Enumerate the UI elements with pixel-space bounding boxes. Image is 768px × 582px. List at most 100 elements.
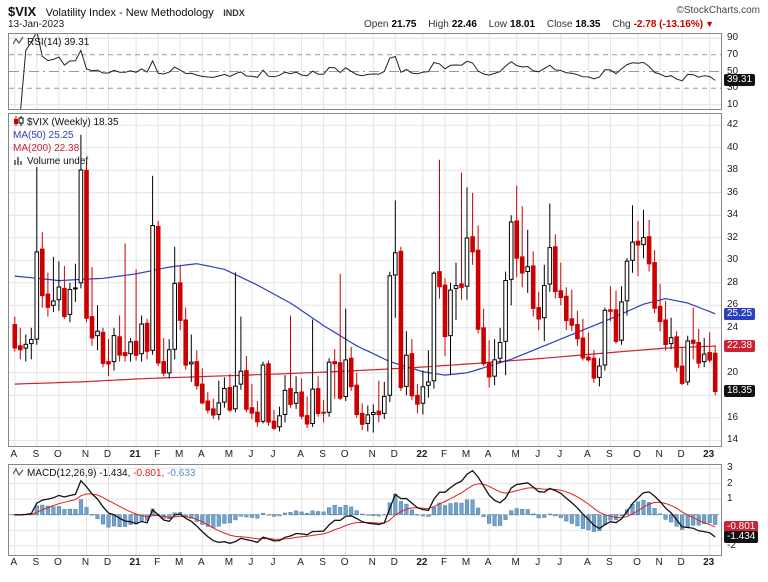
- axis-badge: 39.31: [724, 74, 756, 87]
- x-axis-tick: F: [154, 449, 161, 460]
- x-axis-tick: N: [368, 557, 376, 568]
- x-axis-tick: O: [340, 449, 349, 460]
- axis-label: 50: [727, 65, 739, 77]
- x-axis-tick: S: [319, 557, 326, 568]
- x-axis-tick: 23: [703, 557, 715, 568]
- macd-plot: [9, 465, 721, 555]
- axis-label: -2: [727, 539, 736, 551]
- axis-label: 42: [727, 119, 739, 131]
- symbol-name: Volatility Index - New Methodology: [45, 7, 214, 19]
- axis-badge: 18.35: [724, 385, 756, 398]
- ma50-legend-row: MA(50) 25.25: [13, 129, 119, 142]
- volume-bars-icon: [13, 155, 24, 169]
- rsi-plot: [9, 34, 721, 109]
- axis-label: 30: [727, 254, 739, 266]
- axis-label: 70: [727, 48, 739, 60]
- axis-label: 1: [727, 493, 733, 505]
- x-axis-tick: 23: [703, 449, 715, 460]
- price-legend: $VIX (Weekly) 18.35 MA(50) 25.25 MA(200)…: [13, 116, 119, 168]
- x-axis-tick: F: [154, 557, 161, 568]
- x-axis-tick: N: [81, 557, 90, 568]
- x-axis-tick: A: [484, 449, 492, 460]
- x-axis-tick: J: [270, 449, 276, 460]
- high-value: 22.46: [451, 19, 477, 30]
- x-axis-tick: J: [535, 449, 541, 460]
- axis-badge: 22.38: [724, 340, 756, 353]
- x-axis-tick: N: [368, 449, 376, 460]
- symbol-legend-label: $VIX (Weekly) 18.35: [27, 117, 119, 128]
- x-axis-tick: S: [606, 557, 613, 568]
- x-axis-tick: A: [484, 557, 492, 568]
- down-arrow-icon: ▼: [705, 19, 714, 29]
- x-axis-tick: 21: [129, 557, 141, 568]
- macd-hist-value: -0.633: [167, 468, 196, 479]
- close-value: 18.35: [575, 19, 601, 30]
- volume-legend-row: Volume undef: [13, 155, 119, 168]
- rsi-panel: RSI(14) 39.31: [8, 33, 722, 110]
- chg-label: Chg: [612, 19, 631, 30]
- open-label: Open: [364, 19, 389, 30]
- price-axis: 42403836343230282624222018161425.2522.38…: [723, 114, 768, 446]
- exchange-label: INDX: [223, 8, 245, 18]
- x-axis-tick: M: [224, 449, 234, 460]
- low-label: Low: [488, 19, 508, 30]
- x-axis-tick: N: [655, 557, 663, 568]
- x-axis-tick: A: [584, 449, 591, 460]
- close-field: Close 18.35: [547, 19, 601, 30]
- high-label: High: [428, 19, 449, 30]
- x-axis-tick: D: [103, 449, 112, 460]
- x-axis-tick: O: [340, 557, 349, 568]
- macd-legend-name: MACD(12,26,9): [27, 468, 97, 479]
- price-plot: [9, 114, 721, 446]
- x-axis-tick: O: [633, 557, 641, 568]
- x-axis-tick: 21: [129, 449, 141, 460]
- rsi-legend: RSI(14) 39.31: [12, 36, 89, 50]
- axis-label: 24: [727, 321, 739, 333]
- axis-label: 28: [727, 276, 739, 288]
- symbol-legend-row: $VIX (Weekly) 18.35: [13, 116, 119, 129]
- macd-legend: MACD(12,26,9) -1.434, -0.801, -0.633: [12, 467, 196, 481]
- axis-badge: -1.434: [724, 530, 759, 543]
- axis-label: 38: [727, 164, 739, 176]
- open-value: 21.75: [391, 19, 417, 30]
- x-axis-tick: F: [440, 557, 448, 568]
- axis-label: 36: [727, 186, 739, 198]
- x-axis-tick: N: [81, 449, 90, 460]
- x-axis-labels-bottom: A S O N D 21 F M A M J J A S O N D 22 F M A M J J A S O N D 23: [8, 557, 720, 570]
- x-axis-tick: A: [197, 557, 205, 568]
- x-axis-tick: 22: [416, 557, 428, 568]
- axis-label: 40: [727, 141, 739, 153]
- x-axis-tick: M: [461, 557, 471, 568]
- x-axis-tick: J: [248, 449, 254, 460]
- x-axis-tick: M: [175, 449, 184, 460]
- chg-field: Chg -2.78 (-13.16%) ▼: [612, 19, 714, 30]
- line-chart-icon: [12, 36, 24, 50]
- candlestick-icon: [13, 116, 24, 130]
- ohlc-quote: Open 21.75 High 22.46 Low 18.01 Close 18.35 …: [355, 19, 714, 30]
- axis-badge: 25.25: [724, 307, 756, 320]
- x-axis-tick: F: [440, 449, 448, 460]
- x-axis-tick: D: [677, 557, 685, 568]
- x-axis-tick: D: [390, 449, 398, 460]
- volume-legend-label: Volume undef: [27, 156, 89, 167]
- x-axis-tick: J: [557, 557, 563, 568]
- axis-label: 16: [727, 411, 739, 423]
- x-axis-tick: N: [655, 449, 663, 460]
- x-axis-tick: O: [633, 449, 641, 460]
- axis-label: 26: [727, 299, 739, 311]
- x-axis-tick: O: [54, 449, 62, 460]
- macd-axis: 3 2 1 -2 -0.801 -1.434: [723, 463, 768, 555]
- x-axis-tick: A: [297, 449, 304, 460]
- axis-label: 14: [727, 434, 739, 446]
- x-axis-labels: A S O N D 21 F M A M J J A S O N D 22 F M A M J J A S O N D 23: [8, 449, 720, 462]
- axis-label: 32: [727, 231, 739, 243]
- high-field: High 22.46: [428, 19, 477, 30]
- axis-label: 30: [727, 82, 739, 94]
- axis-label: 10: [727, 98, 739, 110]
- x-axis-tick: A: [10, 449, 18, 460]
- ma200-legend-label: MA(200) 22.38: [13, 143, 80, 154]
- x-axis-tick: A: [197, 449, 205, 460]
- x-axis-tick: O: [54, 557, 62, 568]
- x-axis-tick: S: [32, 449, 40, 460]
- rsi-axis: 90 70 50 30 10 39.31: [723, 33, 768, 110]
